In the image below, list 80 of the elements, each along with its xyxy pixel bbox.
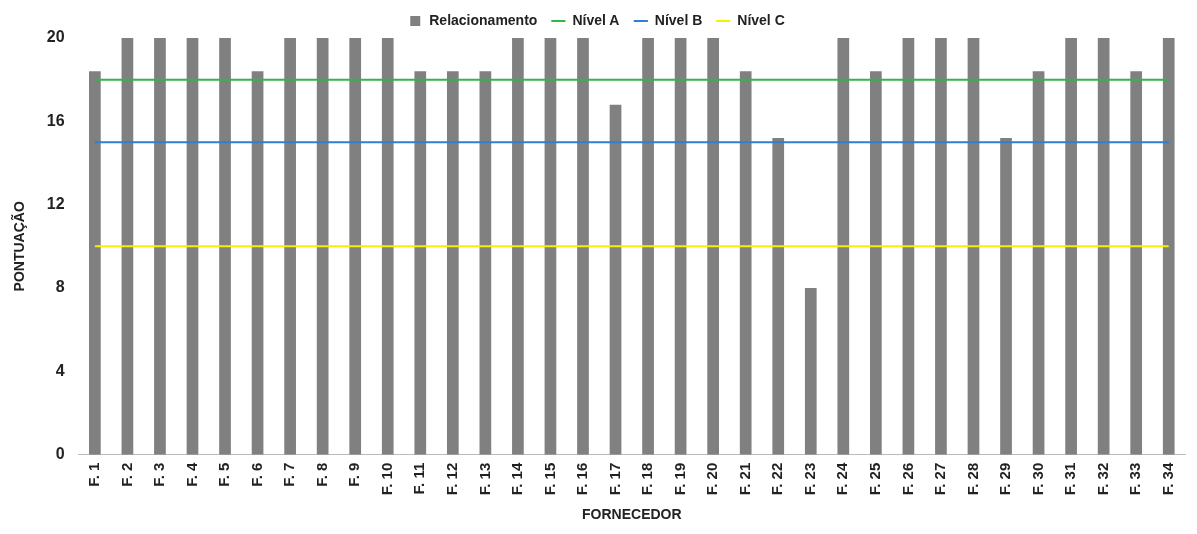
bar bbox=[89, 71, 101, 455]
x-tick-label: F. 7 bbox=[280, 462, 298, 487]
x-tick-label: F. 28 bbox=[963, 462, 981, 496]
y-tick-label: 0 bbox=[55, 445, 65, 463]
bar bbox=[186, 38, 199, 455]
bar bbox=[772, 138, 785, 455]
y-tick-label: 4 bbox=[55, 361, 65, 379]
bar bbox=[870, 71, 882, 455]
x-axis-title: FORNECEDOR bbox=[582, 506, 682, 523]
bar bbox=[1032, 71, 1045, 455]
bar bbox=[446, 71, 459, 455]
x-tick-label: F. 9 bbox=[345, 462, 363, 487]
legend-label: Nível C bbox=[737, 11, 785, 28]
bar bbox=[1162, 38, 1175, 455]
x-tick-label: F. 25 bbox=[866, 462, 883, 496]
bar bbox=[967, 38, 980, 455]
x-tick-label: F. 16 bbox=[573, 462, 591, 496]
bar bbox=[381, 38, 394, 455]
x-tick-label: F. 30 bbox=[1028, 462, 1046, 496]
x-tick-label: F. 22 bbox=[768, 462, 786, 496]
bar bbox=[1065, 38, 1077, 455]
bar bbox=[642, 38, 654, 455]
bar bbox=[674, 38, 687, 455]
x-tick-label: F. 23 bbox=[800, 462, 818, 496]
x-tick-label: F. 14 bbox=[508, 462, 526, 496]
bar bbox=[414, 71, 427, 455]
y-tick-label: 20 bbox=[46, 28, 65, 46]
legend-label: Relacionamento bbox=[429, 11, 538, 28]
x-tick-label: F. 17 bbox=[605, 462, 623, 496]
bar bbox=[1000, 138, 1012, 455]
x-tick-label: F. 8 bbox=[312, 462, 330, 487]
bar bbox=[251, 71, 264, 455]
bar bbox=[609, 104, 622, 455]
bar bbox=[577, 38, 589, 455]
x-tick-label: F. 10 bbox=[377, 462, 395, 496]
x-tick-label: F. 6 bbox=[247, 462, 265, 487]
bar bbox=[804, 288, 817, 455]
x-tick-label: F. 29 bbox=[996, 462, 1014, 496]
bar bbox=[837, 38, 850, 455]
x-tick-label: F. 2 bbox=[117, 462, 135, 487]
x-tick-label: F. 32 bbox=[1093, 462, 1111, 496]
x-tick-label: F. 18 bbox=[638, 462, 656, 496]
x-tick-label: F. 33 bbox=[1126, 462, 1144, 496]
x-tick-label: F. 31 bbox=[1061, 462, 1079, 496]
x-tick-label: F. 20 bbox=[703, 462, 721, 496]
x-tick-label: F. 3 bbox=[150, 462, 168, 487]
x-tick-label: F. 24 bbox=[833, 462, 851, 496]
x-tick-label: F. 15 bbox=[540, 462, 558, 496]
bar bbox=[739, 71, 752, 455]
y-axis-title: PONTUAÇÃO bbox=[10, 201, 28, 292]
bar bbox=[512, 38, 524, 455]
bar bbox=[1130, 71, 1143, 455]
bar bbox=[316, 38, 329, 455]
y-tick-label: 12 bbox=[46, 195, 65, 213]
x-tick-label: F. 26 bbox=[898, 462, 916, 496]
bar bbox=[707, 38, 720, 455]
x-tick-label: F. 13 bbox=[475, 462, 493, 496]
bar bbox=[284, 38, 296, 455]
bar bbox=[349, 38, 362, 455]
x-tick-label: F. 12 bbox=[442, 462, 460, 496]
y-tick-label: 16 bbox=[46, 111, 65, 129]
x-tick-label: F. 11 bbox=[410, 462, 428, 495]
x-tick-label: F. 19 bbox=[670, 462, 688, 496]
legend-label: Nível A bbox=[572, 11, 620, 28]
bar bbox=[219, 38, 231, 455]
legend-label: Nível B bbox=[654, 11, 703, 28]
x-tick-label: F. 1 bbox=[85, 462, 103, 487]
bar bbox=[902, 38, 915, 455]
x-tick-label: F. 4 bbox=[182, 462, 200, 487]
bar bbox=[544, 38, 557, 455]
x-tick-label: F. 34 bbox=[1158, 462, 1176, 496]
bar bbox=[121, 38, 134, 455]
x-tick-label: F. 27 bbox=[931, 462, 949, 496]
x-tick-label: F. 21 bbox=[735, 462, 753, 496]
bar bbox=[479, 71, 492, 455]
y-tick-label: 8 bbox=[55, 278, 65, 296]
x-tick-label: F. 5 bbox=[215, 462, 233, 487]
bar bbox=[935, 38, 947, 455]
bar bbox=[154, 38, 166, 455]
bar bbox=[1097, 38, 1110, 455]
